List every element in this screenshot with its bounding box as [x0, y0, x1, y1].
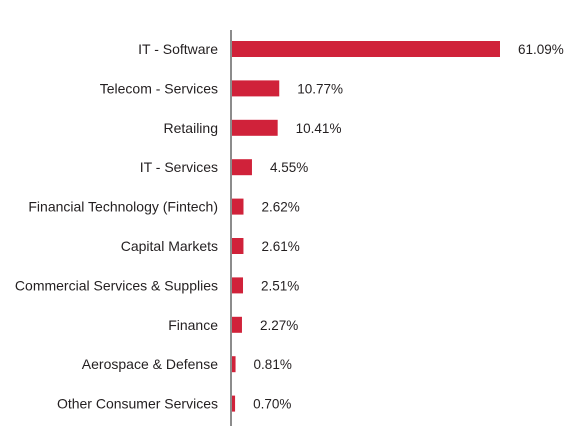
value-label-9: 0.70%: [253, 397, 291, 412]
value-label-2: 10.41%: [296, 121, 342, 136]
category-label-4: Financial Technology (Fintech): [28, 199, 218, 215]
category-label-2: Retailing: [164, 120, 218, 136]
category-label-6: Commercial Services & Supplies: [15, 277, 218, 293]
value-label-4: 2.62%: [261, 200, 299, 215]
bar-4: [232, 198, 244, 215]
value-label-8: 0.81%: [254, 357, 292, 372]
category-label-8: Aerospace & Defense: [82, 356, 218, 372]
category-label-0: IT - Software: [138, 41, 218, 57]
category-label-7: Finance: [168, 317, 218, 333]
category-label-9: Other Consumer Services: [57, 396, 218, 412]
bar-3: [232, 159, 252, 176]
category-label-5: Capital Markets: [121, 238, 218, 254]
bar-8: [232, 356, 236, 373]
bar-0: [232, 41, 500, 57]
value-label-3: 4.55%: [270, 160, 308, 175]
category-label-3: IT - Services: [140, 159, 218, 175]
value-labels-group: 61.09% 10.77% 10.41% 4.55% 2.62% 2.61% 2.51% 2.…: [253, 42, 564, 412]
bars-group: [232, 41, 500, 412]
bar-1: [232, 80, 280, 97]
value-label-1: 10.77%: [297, 81, 343, 96]
bar-6: [232, 277, 244, 294]
value-label-6: 2.51%: [261, 278, 299, 293]
value-label-5: 2.61%: [261, 239, 299, 254]
bar-7: [232, 316, 242, 333]
value-label-0: 61.09%: [518, 42, 564, 57]
bar-2: [232, 119, 278, 136]
bar-9: [232, 395, 236, 412]
category-labels-group: IT - Software Telecom - Services Retailing…: [15, 41, 218, 412]
bar-5: [232, 238, 244, 254]
value-label-7: 2.27%: [260, 318, 298, 333]
category-label-1: Telecom - Services: [100, 80, 218, 96]
